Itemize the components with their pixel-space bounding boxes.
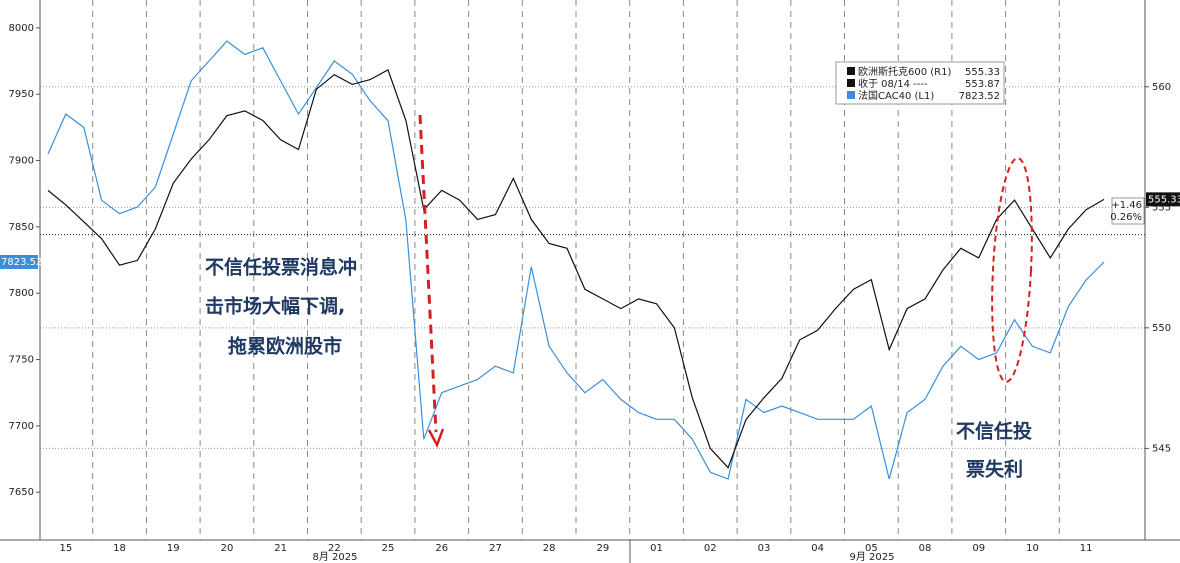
legend-value: 7823.52 — [959, 91, 1000, 102]
y-tick-label: 7800 — [9, 288, 34, 299]
legend-label: 欧洲斯托克600 (R1) — [858, 65, 951, 78]
x-tick-label: 25 — [382, 543, 395, 554]
x-tick-label: 08 — [919, 543, 932, 554]
x-tick-label: 22 — [328, 543, 341, 554]
month-label: 8月 2025 — [313, 551, 358, 563]
value-tag-label: 7823.52 — [1, 257, 42, 268]
y-tick-label: 7950 — [9, 89, 34, 100]
y2-tick-label: 550 — [1152, 323, 1171, 334]
x-tick-label: 19 — [167, 543, 180, 554]
y-tick-label: 7850 — [9, 222, 34, 233]
x-tick-label: 04 — [811, 543, 824, 554]
legend-label: 法国CAC40 (L1) — [858, 89, 934, 102]
legend-swatch — [847, 67, 855, 75]
y-tick-label: 8000 — [9, 23, 34, 34]
x-tick-label: 02 — [704, 543, 717, 554]
annotation-arrow — [418, 114, 438, 433]
x-tick-label: 18 — [113, 543, 126, 554]
value-tag-label: 555.33 — [1148, 194, 1180, 205]
annotation-text: 票失利 — [966, 458, 1023, 481]
x-tick-label: 27 — [489, 543, 502, 554]
annotation-text: 拖累欧洲股市 — [228, 335, 342, 358]
legend-value: 555.33 — [965, 67, 1000, 78]
series-line — [47, 40, 1105, 480]
arrow-head — [427, 428, 445, 449]
value-tag — [1146, 192, 1180, 207]
y-tick-label: 7750 — [9, 355, 34, 366]
annotation-text: 击市场大幅下调, — [205, 295, 345, 318]
y2-tick-label: 560 — [1152, 82, 1171, 93]
legend-value: 553.87 — [965, 79, 1000, 90]
x-tick-label: 26 — [435, 543, 448, 554]
y-tick-label: 7700 — [9, 421, 34, 432]
y-tick-label: 7900 — [9, 156, 34, 167]
plot — [47, 40, 1105, 480]
x-tick-label: 09 — [972, 543, 985, 554]
x-tick-label: 10 — [1026, 543, 1039, 554]
x-tick-label: 20 — [221, 543, 234, 554]
x-tick-label: 15 — [59, 543, 72, 554]
value-tag — [0, 255, 38, 270]
change-box — [1111, 197, 1145, 225]
y-tick-label: 7650 — [9, 487, 34, 498]
series-line — [47, 69, 1105, 469]
change-pct-label: 0.26% — [1110, 212, 1142, 223]
x-tick-label: 05 — [865, 543, 878, 554]
legend-label: 收于 08/14 ---- — [858, 77, 928, 90]
legend-box — [835, 61, 1005, 105]
annotation-ellipse — [991, 157, 1033, 383]
month-label: 9月 2025 — [850, 551, 895, 563]
x-tick-label: 03 — [758, 543, 771, 554]
annotation-text: 不信任投票消息冲 — [205, 256, 357, 279]
y2-tick-label: 545 — [1152, 443, 1171, 454]
legend: 欧洲斯托克600 (R1) 555.33 收于 08/14 ---- 553.8… — [835, 61, 1005, 105]
annotation-text: 不信任投 — [956, 420, 1032, 443]
legend-swatch — [847, 91, 855, 99]
y2-tick-label: 555 — [1152, 202, 1171, 213]
x-tick-label: 29 — [596, 543, 609, 554]
x-tick-label: 28 — [543, 543, 556, 554]
change-label: +1.46 — [1111, 200, 1142, 211]
x-tick-label: 21 — [274, 543, 287, 554]
legend-swatch — [847, 79, 855, 87]
x-tick-label: 01 — [650, 543, 663, 554]
x-tick-label: 11 — [1080, 543, 1093, 554]
